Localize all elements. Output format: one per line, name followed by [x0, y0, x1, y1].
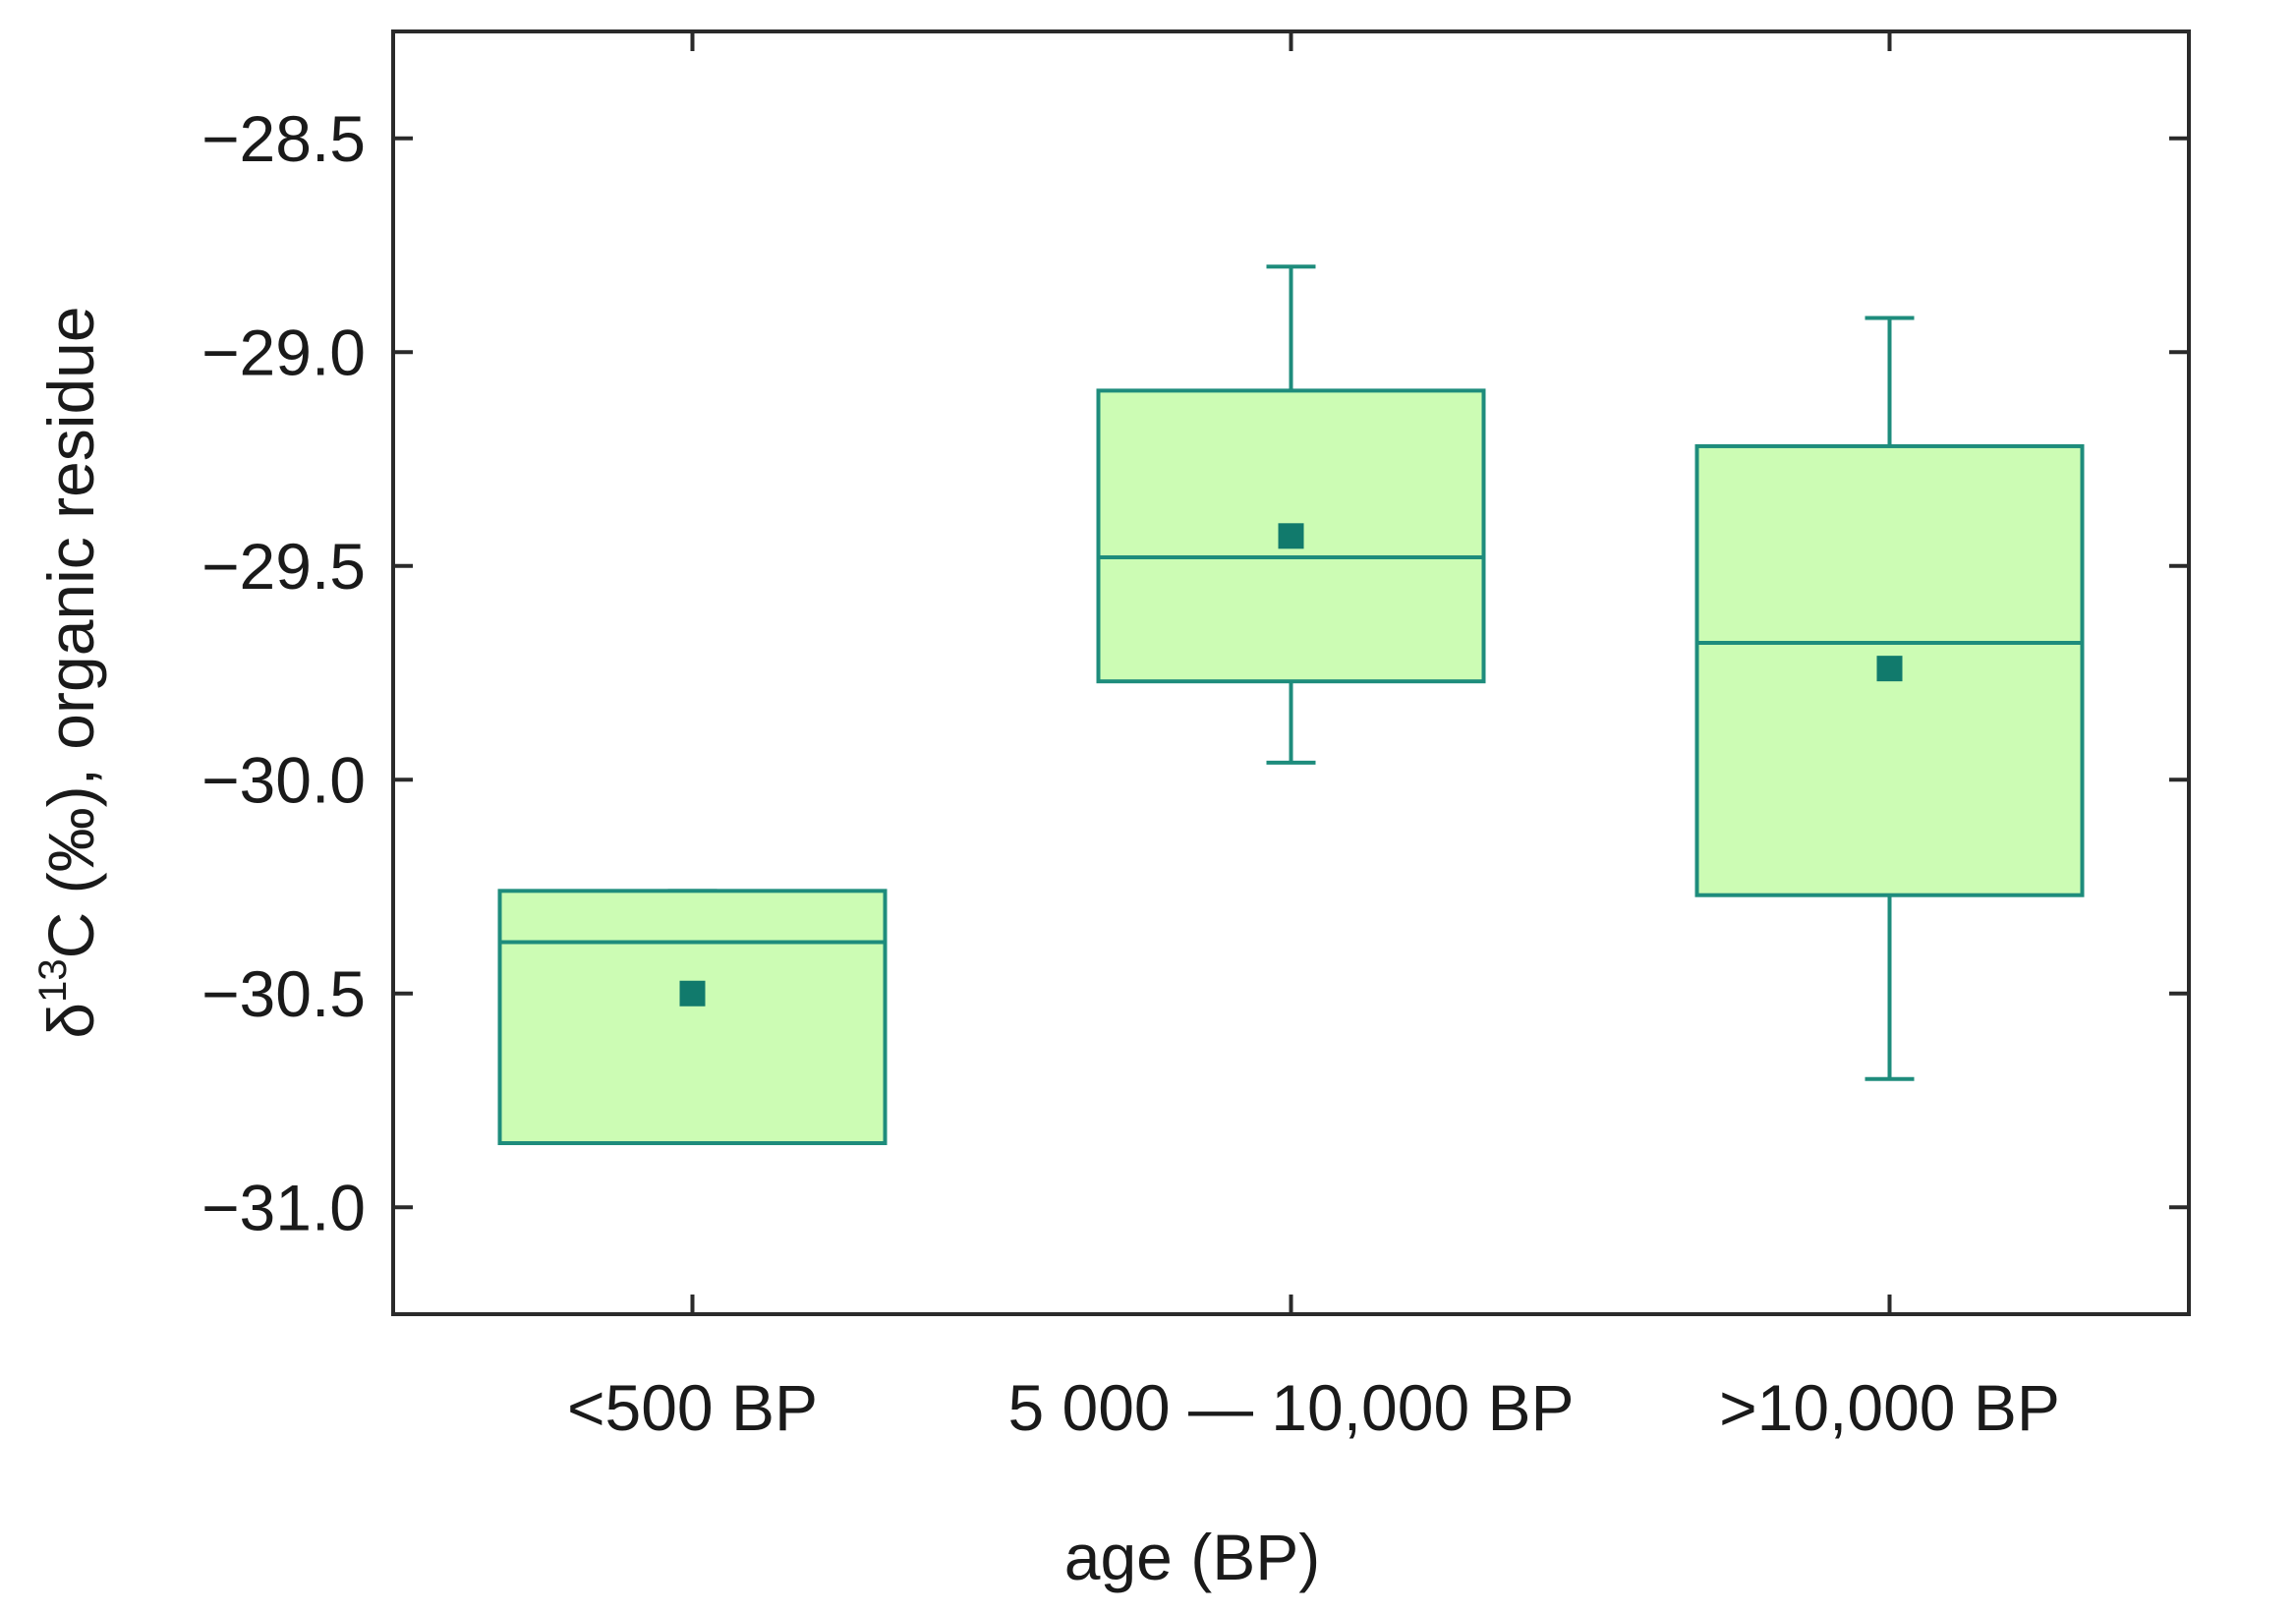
y-tick-label-5: −31.0 [201, 1171, 366, 1243]
box-iqr-0 [497, 889, 888, 1145]
x-axis-ticks [690, 31, 1892, 1314]
y-axis-title-prefix: δ [34, 1003, 107, 1039]
y-axis-title-superscript: 13 [31, 958, 75, 1003]
box-group-2 [1694, 316, 2085, 1081]
x-tick-labels: <500 BP 5 000 — 10,000 BP >10,000 BP [567, 1371, 2060, 1444]
y-tick-label-0: −28.5 [201, 102, 366, 175]
y-axis-title-suffix: C (‰), organic residue [34, 306, 107, 958]
y-tick-label-2: −29.5 [201, 530, 366, 603]
box-group-1 [1096, 264, 1486, 765]
y-tick-labels: −28.5 −29.0 −29.5 −30.0 −30.5 −31.0 [201, 102, 366, 1244]
y-axis-ticks [393, 136, 2189, 1210]
y-axis-title: δ13C (‰), organic residue [31, 306, 107, 1038]
x-tick-label-2: >10,000 BP [1719, 1371, 2060, 1444]
x-axis-title: age (BP) [1064, 1521, 1320, 1593]
y-tick-label-4: −30.5 [201, 957, 366, 1030]
mean-marker-2 [1876, 656, 1903, 682]
y-tick-label-3: −30.0 [201, 743, 366, 816]
box-iqr-1 [1096, 388, 1486, 684]
mean-marker-0 [679, 980, 706, 1007]
box-group-0 [497, 889, 888, 1145]
box-series [497, 264, 2085, 1145]
x-tick-label-1: 5 000 — 10,000 BP [1007, 1371, 1574, 1444]
x-tick-label-0: <500 BP [567, 1371, 818, 1444]
mean-marker-1 [1278, 523, 1304, 549]
y-tick-label-1: −29.0 [201, 316, 366, 388]
